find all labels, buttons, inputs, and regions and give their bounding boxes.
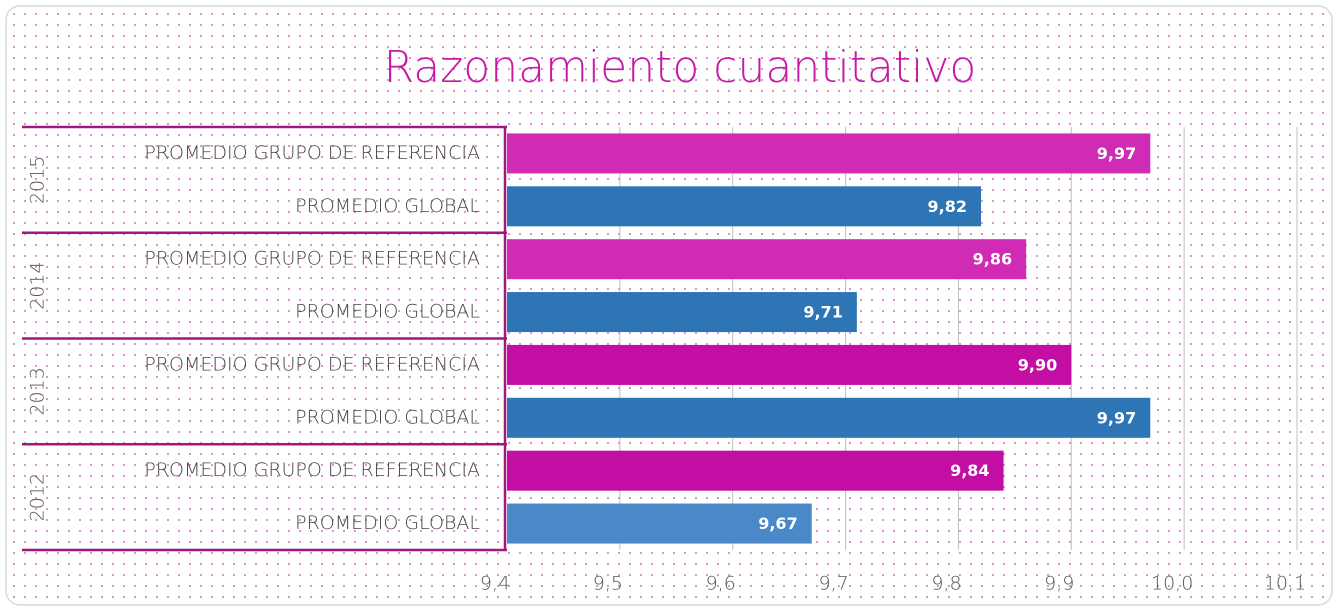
category-label: PROMEDIO GLOBAL	[295, 301, 480, 323]
bar	[507, 344, 1072, 385]
value-label: 9,67	[758, 514, 797, 533]
value-label: 9,86	[973, 250, 1012, 269]
chart-title: Razonamiento cuantitativo	[384, 42, 977, 93]
category-label: PROMEDIO GRUPO DE REFERENCIA	[144, 353, 480, 375]
x-tick-label: 10,0	[1151, 573, 1193, 595]
x-tick-label: 9,4	[480, 573, 510, 595]
bar	[507, 186, 981, 227]
value-label: 9,97	[1097, 144, 1136, 163]
value-label: 9,71	[803, 303, 842, 322]
group-label: 2013	[27, 367, 49, 415]
bar	[507, 292, 857, 333]
category-label: PROMEDIO GLOBAL	[295, 512, 480, 534]
x-tick-label: 10,1	[1264, 573, 1306, 595]
x-tick-label: 9,9	[1044, 573, 1074, 595]
bar	[507, 397, 1151, 438]
bar	[507, 133, 1151, 174]
value-label: 9,82	[928, 197, 967, 216]
bar	[507, 450, 1004, 491]
category-label: PROMEDIO GLOBAL	[295, 406, 480, 428]
value-label: 9,97	[1097, 408, 1136, 427]
x-tick-label: 9,8	[931, 573, 961, 595]
group-label: 2014	[27, 261, 49, 309]
x-tick-label: 9,5	[593, 573, 623, 595]
bar	[507, 503, 812, 544]
x-tick-label: 9,7	[818, 573, 848, 595]
category-label: PROMEDIO GRUPO DE REFERENCIA	[144, 142, 480, 164]
category-label: PROMEDIO GRUPO DE REFERENCIA	[144, 459, 480, 481]
value-label: 9,90	[1018, 355, 1057, 374]
x-tick-label: 9,6	[706, 573, 736, 595]
category-label: PROMEDIO GLOBAL	[295, 195, 480, 217]
bar	[507, 239, 1027, 280]
category-label: PROMEDIO GRUPO DE REFERENCIA	[144, 248, 480, 270]
group-label: 2015	[27, 156, 49, 204]
group-label: 2012	[27, 473, 49, 521]
value-label: 9,84	[950, 461, 989, 480]
